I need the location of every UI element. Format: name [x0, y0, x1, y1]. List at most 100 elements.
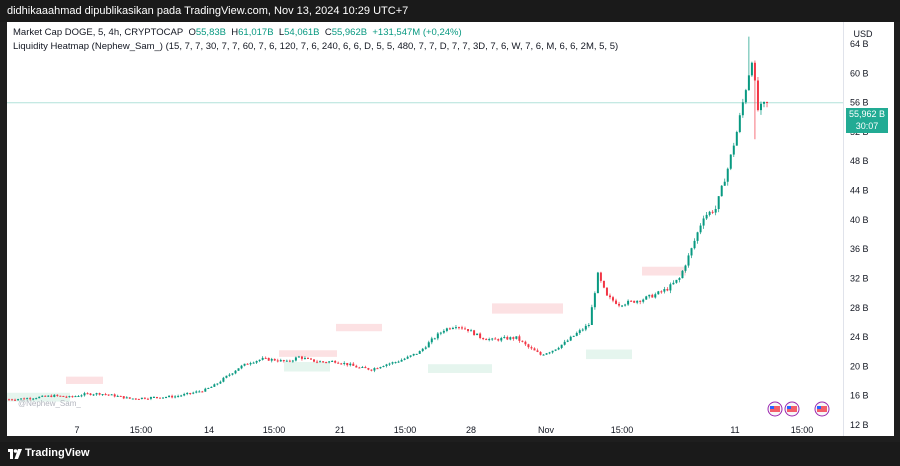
symbol-label: Market Cap DOGE, 5, 4h, CRYPTOCAP	[13, 27, 184, 38]
candle-body	[696, 232, 699, 241]
candle-body	[14, 399, 17, 401]
candle-body	[337, 362, 340, 364]
candle-body	[699, 225, 702, 233]
candle-body	[482, 338, 485, 340]
x-tick-label: 14	[204, 425, 214, 435]
candle-body	[291, 360, 294, 362]
candle-body	[264, 357, 267, 359]
candle-body	[113, 394, 116, 397]
symbol-legend-row[interactable]: Market Cap DOGE, 5, 4h, CRYPTOCAP O55,83…	[13, 27, 618, 41]
candle-body	[140, 397, 143, 399]
candle-body	[735, 132, 738, 146]
y-tick-label: 48 B	[850, 156, 869, 166]
candle-body	[300, 356, 303, 359]
candle-body	[424, 347, 427, 349]
candle-body	[101, 394, 104, 396]
candle-body	[252, 362, 255, 364]
candle-body	[162, 397, 165, 399]
candle-body	[494, 338, 497, 340]
candle-body	[219, 381, 222, 384]
candle-body	[578, 330, 581, 333]
candle-body	[723, 181, 726, 186]
flag-canton	[817, 406, 821, 409]
candle-body	[128, 397, 131, 399]
y-tick-label: 24 B	[850, 332, 869, 342]
candle-body	[388, 363, 391, 365]
y-tick-label: 16 B	[850, 391, 869, 401]
candle-body	[445, 328, 448, 331]
candle-body	[29, 398, 32, 400]
candle-body	[666, 289, 669, 291]
candle-body	[448, 328, 451, 330]
candle-body	[436, 333, 439, 339]
price-axis[interactable]	[843, 22, 894, 436]
candle-body	[53, 394, 56, 397]
candle-body	[457, 327, 460, 329]
candle-body	[415, 353, 418, 355]
candle-body	[406, 356, 409, 359]
candle-body	[95, 393, 98, 395]
candle-body	[397, 361, 400, 363]
candle-body	[237, 368, 240, 371]
candle-body	[648, 294, 651, 297]
indicator-legend-row[interactable]: Liquidity Heatmap (Nephew_Sam_) (15, 7, …	[13, 41, 618, 55]
candle-body	[261, 357, 264, 360]
candle-body	[539, 351, 542, 355]
candle-body	[240, 365, 243, 369]
candle-body	[744, 90, 747, 103]
candle-body	[276, 360, 279, 362]
candle-body	[74, 396, 77, 398]
candle-body	[421, 348, 424, 352]
candle-body	[418, 351, 421, 354]
candle-body	[602, 280, 605, 288]
candle-body	[433, 338, 436, 340]
x-tick-label: 7	[74, 425, 79, 435]
candle-body	[62, 395, 65, 397]
candle-body	[681, 270, 684, 279]
candle-body	[385, 364, 388, 367]
y-tick-label: 12 B	[850, 420, 869, 430]
candle-body	[596, 272, 599, 294]
candle-body	[355, 365, 358, 368]
candle-body	[530, 347, 533, 349]
candle-body	[506, 336, 509, 340]
candle-body	[548, 352, 551, 354]
candle-body	[143, 397, 146, 399]
candle-body	[225, 375, 228, 378]
candle-body	[672, 282, 675, 285]
candle-body	[497, 339, 500, 341]
y-tick-label: 20 B	[850, 361, 869, 371]
candle-body	[605, 287, 608, 296]
candle-body	[581, 329, 584, 331]
tradingview-logo-icon	[8, 449, 22, 459]
candle-body	[569, 336, 572, 341]
candle-body	[159, 397, 161, 399]
candle-body	[512, 337, 515, 339]
flag-canton	[770, 406, 774, 409]
candle-body	[536, 350, 539, 352]
candle-body	[624, 304, 627, 306]
candle-body	[210, 386, 213, 388]
candle-body	[322, 361, 325, 363]
candle-body	[684, 265, 687, 271]
candle-body	[282, 360, 285, 362]
candle-body	[753, 62, 756, 81]
candle-body	[116, 395, 119, 397]
candle-body	[119, 395, 122, 397]
x-tick-label: 21	[335, 425, 345, 435]
candle-body	[376, 368, 379, 370]
candle-body	[98, 393, 101, 395]
candle-body	[657, 291, 660, 295]
flag-stripes	[817, 406, 827, 412]
flag-stripes	[787, 406, 797, 412]
candle-body	[599, 272, 602, 281]
candle-body	[152, 396, 155, 398]
plot-area[interactable]	[7, 22, 843, 436]
currency-button[interactable]: USD	[853, 29, 873, 39]
candle-body	[642, 299, 645, 302]
candle-body	[92, 394, 95, 396]
candle-body	[80, 395, 83, 397]
candle-body	[669, 284, 672, 291]
candle-body	[488, 339, 491, 341]
candle-body	[464, 328, 467, 330]
